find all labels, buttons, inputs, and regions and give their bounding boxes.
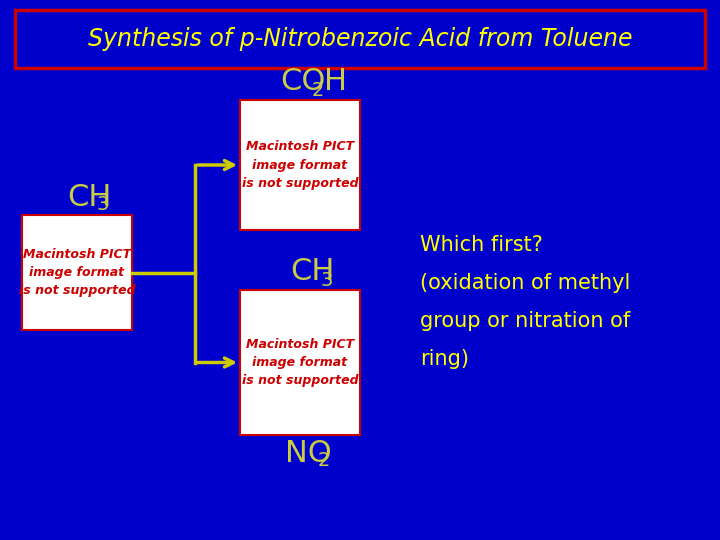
Text: 2: 2 (318, 451, 330, 470)
Text: (oxidation of methyl: (oxidation of methyl (420, 273, 631, 293)
Text: CO: CO (280, 68, 325, 97)
Text: NO: NO (285, 438, 332, 468)
Text: CH: CH (67, 183, 112, 212)
Text: 2: 2 (312, 80, 325, 99)
Text: CH: CH (290, 258, 334, 287)
Text: ring): ring) (420, 349, 469, 369)
Text: Which first?: Which first? (420, 235, 543, 255)
Text: Macintosh PICT
image format
is not supported: Macintosh PICT image format is not suppo… (19, 248, 135, 297)
Bar (240, 100, 360, 230)
Text: Macintosh PICT
image format
is not supported: Macintosh PICT image format is not suppo… (242, 338, 359, 387)
Text: 3: 3 (320, 271, 333, 289)
Text: 3: 3 (97, 195, 109, 214)
Text: H: H (324, 68, 347, 97)
Text: Synthesis of p-Nitrobenzoic Acid from Toluene: Synthesis of p-Nitrobenzoic Acid from To… (88, 27, 632, 51)
Text: Macintosh PICT
image format
is not supported: Macintosh PICT image format is not suppo… (242, 140, 359, 190)
Bar (240, 290, 360, 435)
Text: group or nitration of: group or nitration of (420, 311, 630, 331)
Bar (15, 10, 705, 68)
Bar (22, 215, 132, 330)
